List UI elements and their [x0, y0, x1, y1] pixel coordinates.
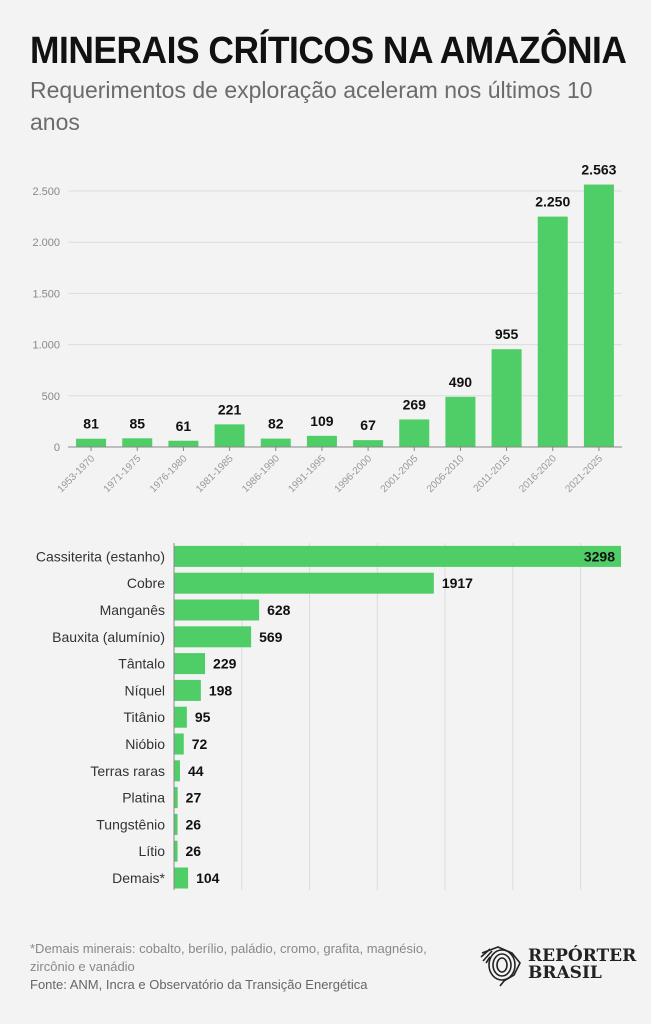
y-tick-label: 2.000 — [32, 237, 60, 249]
x-tick-label: 1971-1975 — [102, 453, 144, 495]
x-tick-label: 1976-1980 — [148, 453, 190, 495]
reporter-brasil-logo: REPÓRTER BRASIL — [478, 943, 636, 987]
x-tick-label: 1953-1970 — [56, 453, 98, 495]
page-title: MINERAIS CRÍTICOS NA AMAZÔNIA — [30, 30, 627, 72]
data-label: 955 — [495, 326, 519, 342]
x-tick-label: 1991-1995 — [286, 453, 328, 495]
logo-line-2: BRASIL — [528, 963, 602, 983]
category-label: Terras raras — [90, 763, 165, 779]
bar — [445, 396, 476, 447]
bar — [537, 216, 568, 447]
data-label: 81 — [83, 416, 99, 432]
bar — [174, 787, 178, 809]
category-label: Tungstênio — [96, 816, 165, 832]
bar — [174, 626, 252, 648]
source-text: Fonte: ANM, Incra e Observatório da Tran… — [30, 977, 368, 992]
data-label: 109 — [310, 413, 334, 429]
data-label: 490 — [449, 374, 473, 390]
category-label: Manganês — [100, 602, 165, 618]
bar — [122, 438, 153, 447]
bar — [306, 435, 337, 447]
data-label: 104 — [196, 870, 220, 886]
category-label: Nióbio — [125, 736, 165, 752]
data-label: 1917 — [442, 575, 473, 591]
page-subtitle: Requerimentos de exploração aceleram nos… — [30, 77, 593, 135]
category-label: Titânio — [123, 709, 165, 725]
x-tick-label: 2006-2010 — [425, 453, 467, 495]
bar — [174, 840, 178, 862]
category-label: Cobre — [127, 575, 165, 591]
x-tick-label: 1986-1990 — [240, 453, 282, 495]
bar — [399, 419, 430, 447]
x-tick-label: 1981-1985 — [194, 453, 236, 495]
bar — [174, 733, 184, 755]
bar — [353, 440, 384, 447]
y-tick-label: 1.500 — [32, 288, 60, 300]
data-label: 61 — [176, 418, 192, 434]
category-label: Lítio — [139, 843, 166, 859]
bar — [174, 572, 434, 594]
bar — [174, 545, 621, 567]
bar — [168, 440, 199, 447]
data-label: 72 — [192, 736, 208, 752]
data-label: 221 — [218, 401, 242, 417]
category-label: Demais* — [112, 870, 165, 886]
data-label: 26 — [186, 843, 202, 859]
data-label: 3298 — [584, 548, 615, 564]
data-label: 26 — [186, 816, 202, 832]
bar — [491, 349, 522, 447]
y-tick-label: 1.000 — [32, 340, 60, 352]
data-label: 198 — [209, 682, 233, 698]
bar — [260, 438, 291, 447]
data-label: 569 — [259, 629, 283, 645]
bar — [174, 599, 260, 621]
bar — [174, 653, 206, 675]
footnote: *Demais minerais: cobalto, berílio, palá… — [30, 941, 427, 974]
x-tick-label: 2016-2020 — [517, 453, 559, 495]
bar — [174, 706, 187, 728]
category-label: Níquel — [125, 682, 165, 698]
y-tick-label: 0 — [54, 442, 60, 454]
category-label: Cassiterita (estanho) — [36, 548, 165, 564]
data-label: 95 — [195, 709, 211, 725]
bar — [174, 760, 180, 782]
data-label: 85 — [129, 415, 145, 431]
x-tick-label: 2021-2025 — [563, 453, 605, 495]
bar — [214, 424, 245, 447]
y-tick-label: 500 — [42, 391, 60, 403]
data-label: 27 — [186, 790, 202, 806]
category-label: Platina — [122, 790, 165, 806]
bar — [174, 679, 201, 701]
logo-line-1: REPÓRTER — [528, 946, 637, 966]
data-label: 82 — [268, 416, 284, 432]
bar — [174, 813, 178, 835]
bar — [174, 867, 189, 889]
y-tick-label: 2.500 — [32, 186, 60, 198]
period-bar-chart: 0 500 1.000 1.500 2.000 2.500 81 1953-1970 85 197… — [32, 162, 622, 495]
x-tick-label: 2001-2005 — [379, 453, 421, 495]
x-tick-label: 1996-2000 — [333, 453, 375, 495]
bar — [583, 184, 614, 447]
data-label: 628 — [267, 602, 291, 618]
data-label: 67 — [360, 417, 376, 433]
data-label: 2.563 — [581, 162, 616, 178]
data-label: 44 — [188, 763, 204, 779]
fingerprint-map-icon — [480, 946, 521, 987]
data-label: 2.250 — [535, 194, 570, 210]
bar — [76, 438, 107, 447]
data-label: 229 — [213, 656, 237, 672]
category-label: Bauxita (alumínio) — [52, 629, 165, 645]
category-label: Tântalo — [118, 656, 165, 672]
x-tick-label: 2011-2015 — [472, 453, 513, 494]
data-label: 269 — [403, 396, 427, 412]
